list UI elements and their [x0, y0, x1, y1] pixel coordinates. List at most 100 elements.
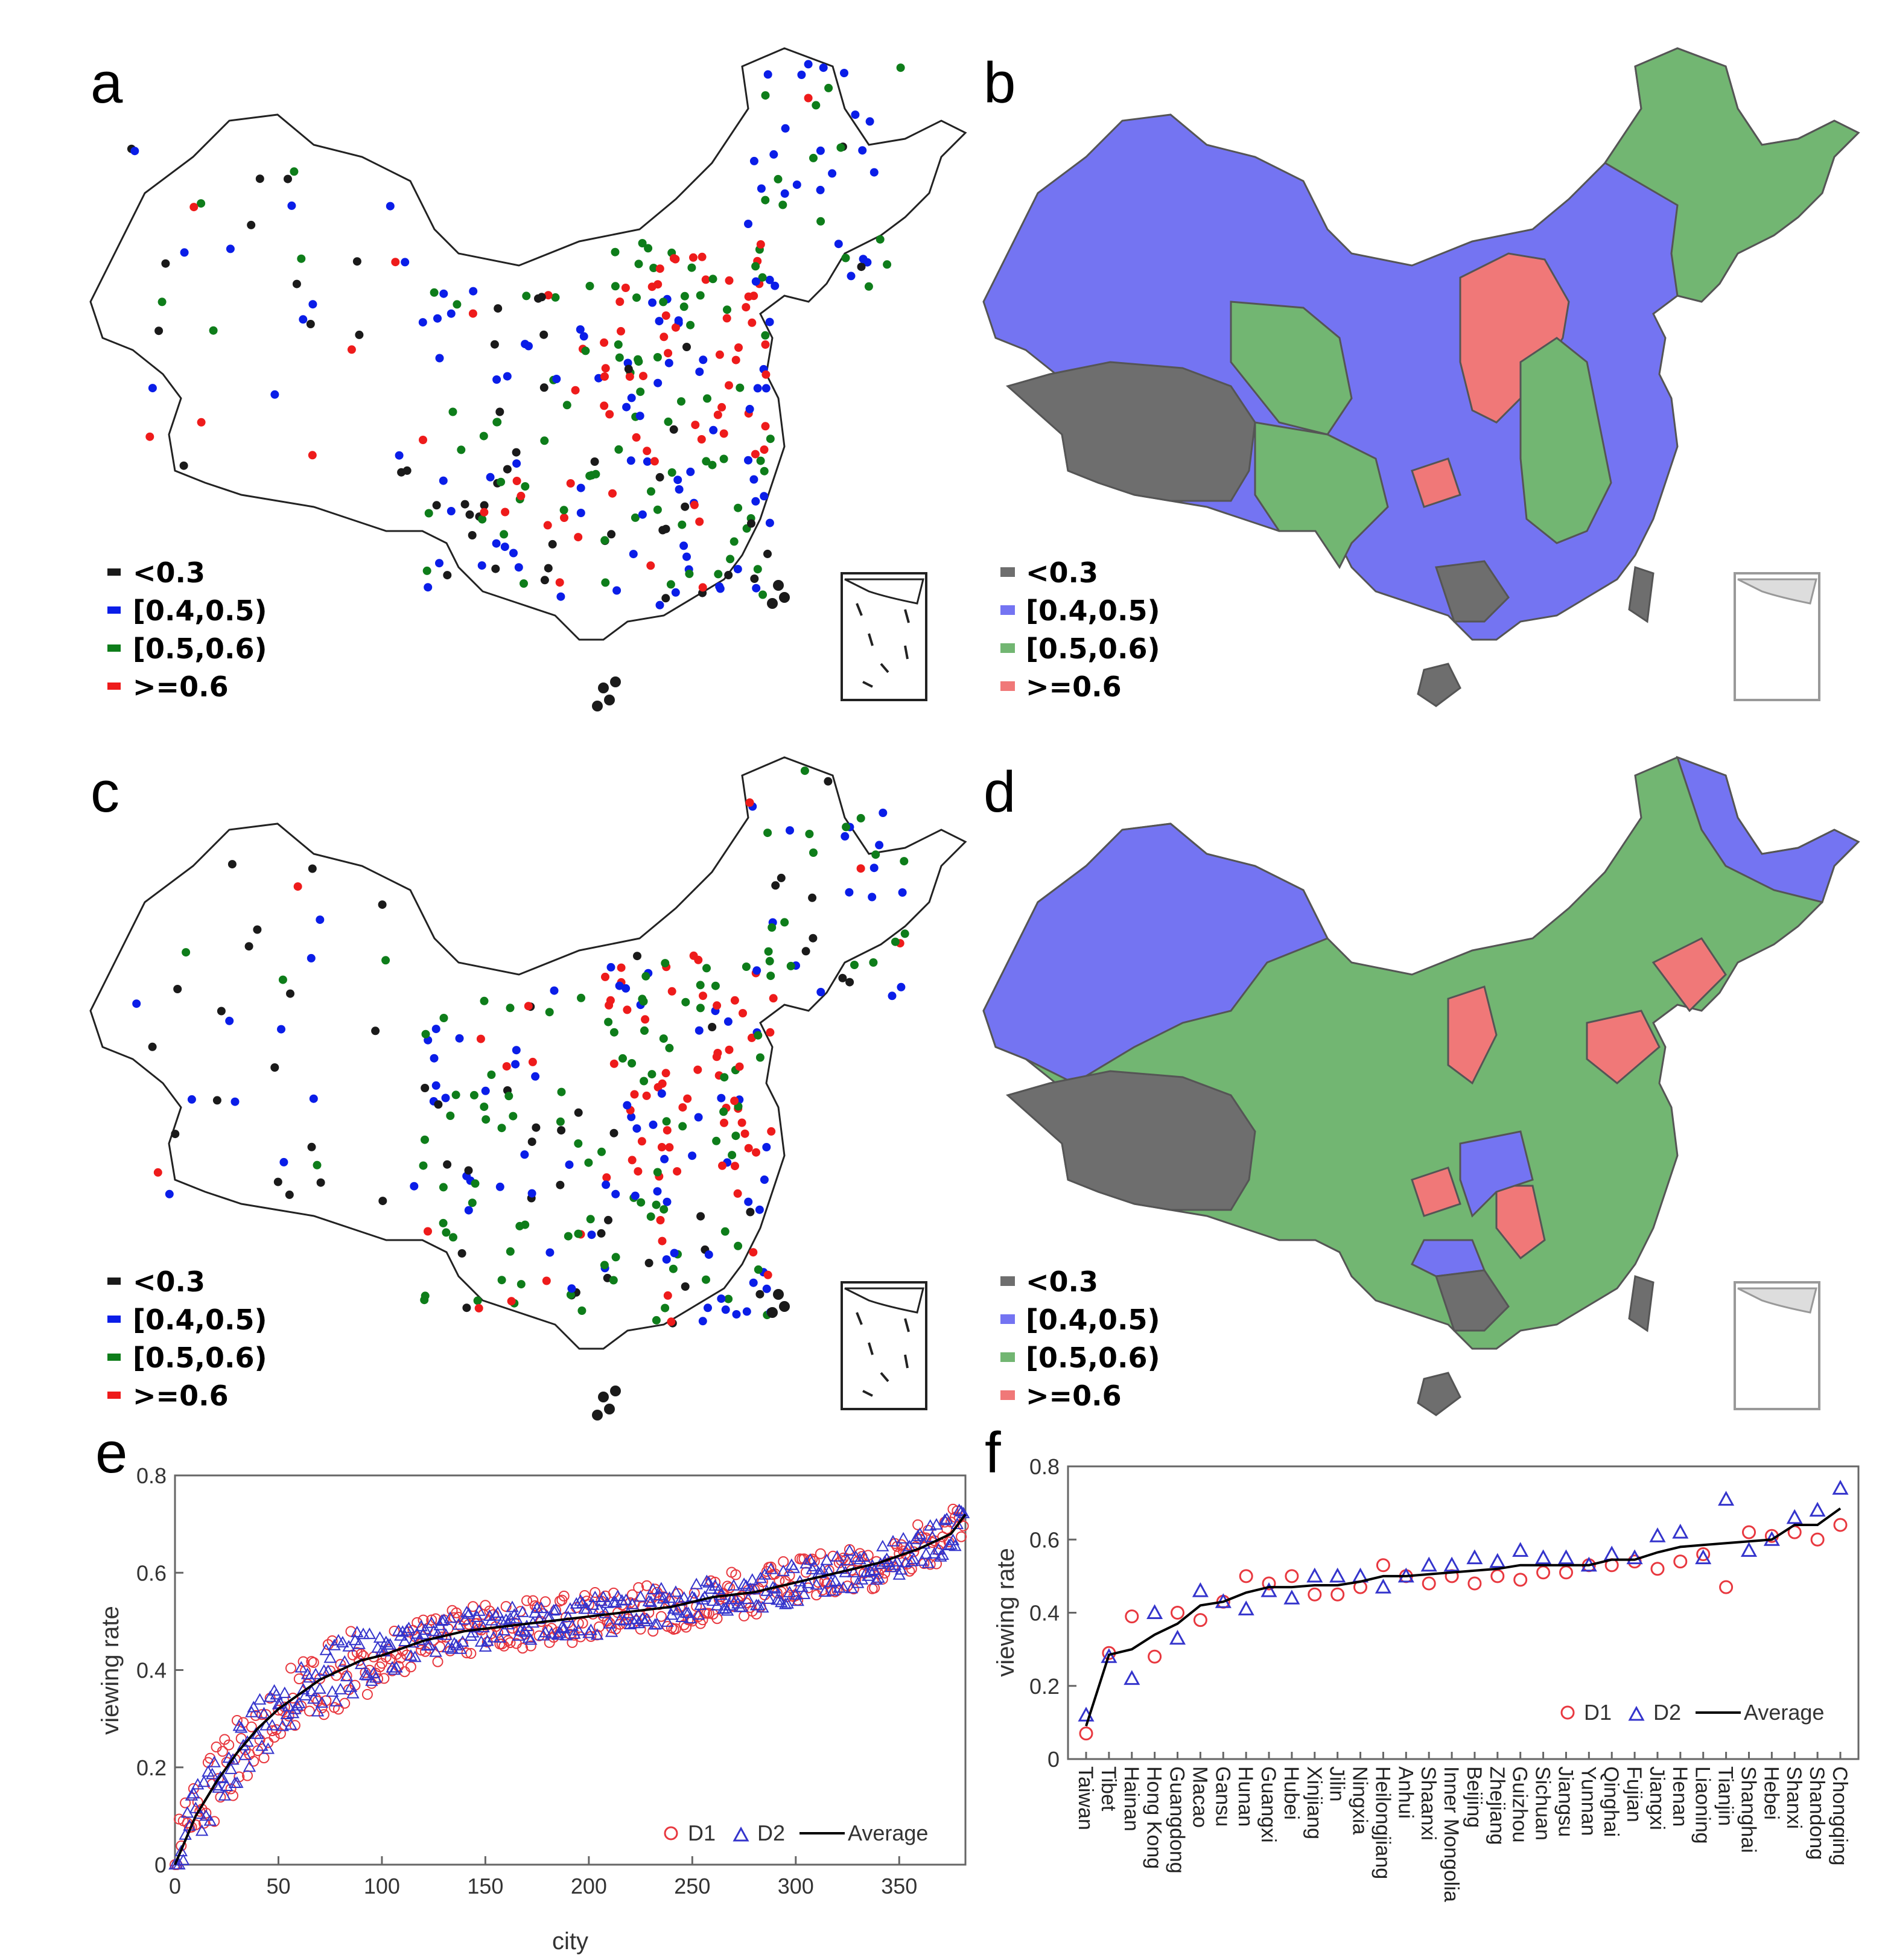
city-dot-a-199 [745, 404, 754, 413]
city-dot-a-294 [876, 235, 885, 244]
city-dot-c-185 [725, 1045, 734, 1054]
city-dot-c-131 [681, 998, 690, 1007]
chart-e-d2-point [921, 1556, 935, 1568]
city-dot-c-211 [755, 1053, 764, 1062]
province-taiwan-d [1628, 1275, 1655, 1332]
city-dot-a-272 [749, 475, 758, 484]
city-dot-a-105 [491, 564, 500, 573]
chart-e-d2-point [462, 1607, 475, 1619]
chart-f-ytick-label-2: 0.4 [1029, 1601, 1060, 1626]
chart-e-xtick-label-5: 250 [674, 1874, 710, 1898]
city-dot-c-171 [737, 1118, 746, 1127]
city-dot-c-311 [780, 918, 789, 927]
city-dot-a-96 [503, 465, 512, 474]
chart-f-ytick-label-3: 0.6 [1029, 1527, 1060, 1552]
chart-f-d1-point-7 [1239, 1569, 1253, 1583]
chart-e-d2-point [516, 1605, 529, 1617]
inset-coast-a [844, 578, 924, 605]
chart-e-d2-point [348, 1634, 362, 1646]
city-dot-a-2 [347, 345, 356, 354]
chart-e-d1-point [194, 1806, 206, 1817]
province-map-b [982, 47, 1860, 707]
legend-swatch-green-b [1000, 643, 1015, 653]
chart-e-d2-point [311, 1705, 325, 1717]
chart-e-d1-point [504, 1637, 516, 1649]
city-dot-a-230 [622, 402, 631, 412]
chart-e-d2-point [669, 1585, 682, 1597]
chart-e-d2-point [435, 1614, 449, 1626]
chart-f-d2-point-32 [1809, 1501, 1826, 1517]
legend-swatch-blue-c [107, 1316, 121, 1323]
city-dot-c-315 [809, 934, 818, 943]
city-dot-a-102 [492, 375, 501, 384]
city-dot-c-206 [630, 1090, 639, 1099]
city-dot-a-212 [734, 343, 743, 352]
city-dot-a-171 [736, 383, 745, 392]
chart-e-d1-point [395, 1652, 406, 1664]
city-dot-c-7 [171, 1130, 180, 1139]
city-dot-c-30 [230, 1097, 240, 1106]
city-dot-c-134 [673, 1167, 682, 1176]
city-dot-c-219 [609, 1028, 618, 1037]
chart-e-d2-point [205, 1768, 219, 1780]
city-dot-c-224 [634, 1167, 643, 1176]
chart-e-d2-series [168, 1503, 970, 1869]
city-dot-c-243 [660, 1205, 669, 1214]
city-dot-c-71 [531, 1072, 540, 1081]
city-dot-a-298 [771, 281, 780, 290]
province-shandong-d [1586, 1010, 1661, 1084]
city-dot-c-285 [631, 1191, 640, 1200]
city-dot-c-273 [653, 1187, 662, 1196]
chart-f-category-label-9: Hubei [1280, 1766, 1303, 1820]
city-dot-a-74 [548, 539, 557, 549]
chart-e-d1-point [958, 1520, 969, 1532]
chart-e-d2-point [518, 1625, 532, 1637]
chart-e-d1-point [590, 1587, 601, 1598]
chart-e-d2-point [920, 1547, 933, 1559]
city-dot-a-167 [725, 276, 734, 285]
chart-f-legend-avg: Average [1744, 1700, 1824, 1725]
legend-swatch-blue-b [1000, 605, 1015, 615]
chart-e-d2-point [868, 1563, 881, 1575]
chart-e-xtick-label-3: 150 [467, 1874, 503, 1898]
city-dot-a-331 [744, 220, 752, 228]
province-hubei-hunan-d [1459, 1130, 1534, 1218]
chart-e-d2-point [342, 1640, 355, 1652]
city-dot-a-215 [632, 293, 641, 302]
city-dot-a-192 [725, 381, 733, 390]
city-dot-c-213 [720, 1073, 729, 1082]
china-outline-c [89, 756, 967, 1350]
legend-swatch-green-c [107, 1354, 121, 1361]
city-dot-a-143 [708, 460, 717, 469]
city-dot-c-98 [480, 996, 489, 1005]
city-dot-a-148 [655, 317, 664, 326]
city-dot-a-106 [479, 431, 488, 441]
city-dot-c-9 [277, 1025, 285, 1034]
city-dot-c-220 [762, 1143, 771, 1151]
chart-e-d2-point [261, 1742, 275, 1754]
chart-f-d1-point-0 [1079, 1726, 1093, 1741]
chart-f-category-label-12: Ningxia [1349, 1766, 1372, 1834]
city-dot-a-187 [664, 358, 673, 368]
city-dot-a-11 [402, 466, 412, 475]
city-dot-c-207 [694, 1113, 703, 1122]
province-tibet-d [1005, 1070, 1256, 1211]
chart-e-d2-point [329, 1694, 343, 1707]
city-dot-a-190 [615, 298, 625, 306]
city-dot-a-142 [761, 422, 770, 431]
chart-e-d2-point [818, 1585, 831, 1597]
city-dot-c-20 [316, 915, 325, 924]
city-dot-a-99 [524, 342, 533, 351]
city-dot-c-64 [597, 1229, 606, 1238]
chart-e-d2-point [807, 1559, 821, 1571]
legend-c: <0.3 [0.4,0.5) [0.5,0.6) >=0.6 [107, 1265, 267, 1412]
city-dot-a-30 [355, 330, 364, 339]
chart-e-d1-point [318, 1709, 329, 1720]
city-dot-a-83 [571, 386, 580, 395]
city-dot-a-311 [896, 63, 905, 72]
legend-label-b-1: <0.3 [1026, 556, 1098, 589]
chart-e-d2-point [203, 1814, 217, 1826]
city-dot-a-54 [433, 314, 442, 323]
city-dot-c-120 [431, 1025, 440, 1034]
chart-e-d2-point [571, 1624, 585, 1636]
